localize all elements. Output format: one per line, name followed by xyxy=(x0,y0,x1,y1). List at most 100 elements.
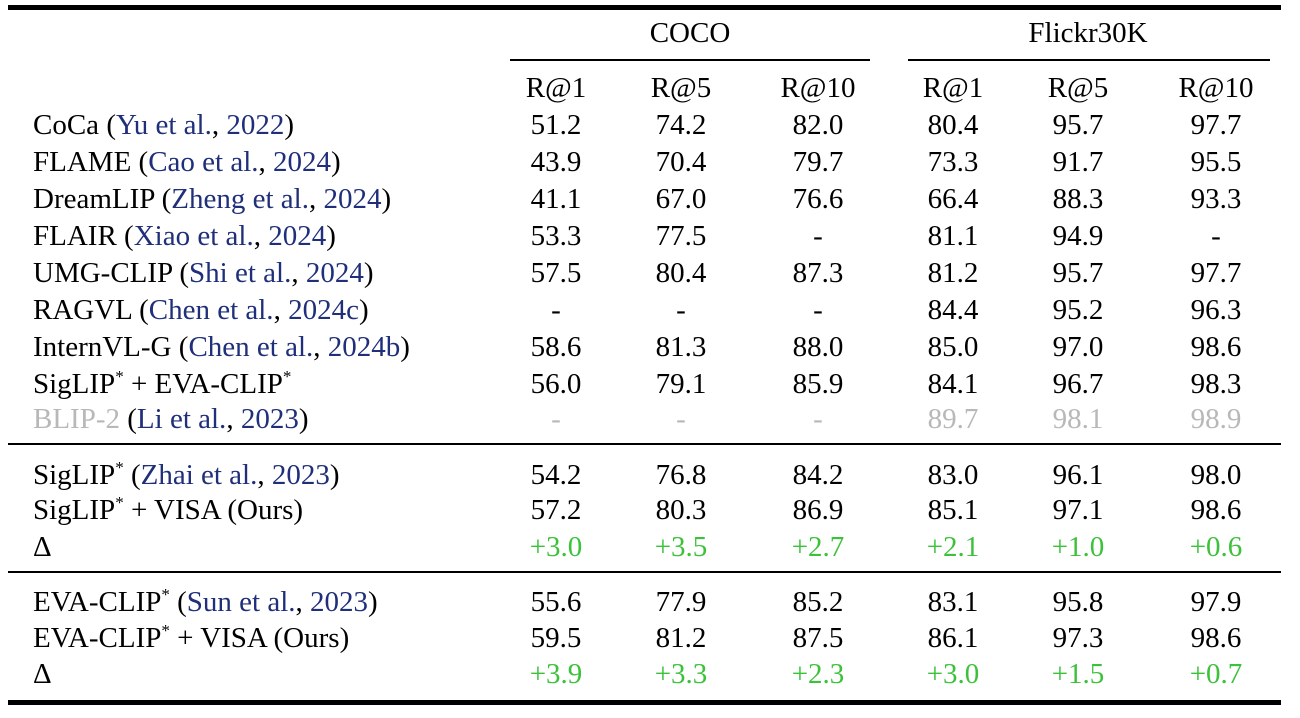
score-cell: 86.9 xyxy=(792,494,844,526)
citation-link[interactable]: Zheng et al. xyxy=(171,183,309,215)
method-label: SigLIP* + EVA-CLIP* xyxy=(33,366,291,406)
method-name: SigLIP xyxy=(33,459,116,491)
method-name: CoCa xyxy=(33,109,100,141)
score-cell: 53.3 xyxy=(530,220,582,252)
citation-link[interactable]: Yu et al. xyxy=(115,109,212,141)
metric-header: R@1 xyxy=(525,72,587,104)
score-cell: 97.9 xyxy=(1190,586,1242,618)
method-suffix: + EVA-CLIP xyxy=(123,368,283,400)
score-cell: 80.4 xyxy=(655,257,707,289)
score-cell: 85.0 xyxy=(927,331,979,363)
score-cell: 73.3 xyxy=(927,146,979,178)
citation-year-link[interactable]: 2023 xyxy=(240,403,299,435)
group-header-flickr30k: Flickr30K xyxy=(1028,17,1148,49)
score-cell: - xyxy=(551,294,561,326)
citation-year-link[interactable]: 2022 xyxy=(226,109,285,141)
citation-year-link[interactable]: 2024c xyxy=(288,294,359,326)
score-cell: 96.1 xyxy=(1052,459,1104,491)
method-superscript: * xyxy=(115,458,124,477)
section-rule-2 xyxy=(8,571,1281,573)
method-name: RAGVL xyxy=(33,294,132,326)
citation-year-link[interactable]: 2024 xyxy=(305,257,364,289)
bottom-rule xyxy=(8,700,1281,705)
score-cell: 98.6 xyxy=(1190,494,1242,526)
score-cell: 86.1 xyxy=(927,622,979,654)
citation-year-link[interactable]: 2024 xyxy=(268,220,327,252)
citation-year-link[interactable]: 2023 xyxy=(271,459,330,491)
score-cell: 98.6 xyxy=(1190,622,1242,654)
method-superscript: * xyxy=(282,367,292,386)
score-cell: 97.7 xyxy=(1190,109,1242,141)
score-cell: 97.0 xyxy=(1052,331,1104,363)
score-cell: 80.3 xyxy=(655,494,707,526)
score-cell: - xyxy=(676,294,686,326)
citation-link[interactable]: Cao et al. xyxy=(148,146,259,178)
score-cell: 55.6 xyxy=(530,586,582,618)
delta-cell: +2.7 xyxy=(791,531,845,563)
score-cell: 87.5 xyxy=(792,622,844,654)
score-cell: 81.2 xyxy=(927,257,979,289)
score-cell: 95.5 xyxy=(1190,146,1242,178)
score-cell: 74.2 xyxy=(655,109,707,141)
method-label: DreamLIP (Zheng et al., 2024) xyxy=(33,183,392,215)
delta-cell: +3.5 xyxy=(654,531,708,563)
delta-cell: +3.3 xyxy=(654,658,708,690)
citation-link[interactable]: Xiao et al. xyxy=(133,220,254,252)
metric-header: R@5 xyxy=(1047,72,1109,104)
method-superscript: * xyxy=(115,493,124,512)
method-superscript: * xyxy=(115,367,124,386)
score-cell: 76.8 xyxy=(655,459,707,491)
method-label: Δ xyxy=(33,656,52,692)
citation-year-link[interactable]: 2024 xyxy=(273,146,332,178)
method-label: Δ xyxy=(33,529,52,565)
method-suffix: + VISA (Ours) xyxy=(123,494,304,526)
score-cell: 83.1 xyxy=(927,586,979,618)
score-cell: 76.6 xyxy=(792,183,844,215)
citation-link[interactable]: Shi et al. xyxy=(189,257,292,289)
score-cell: 80.4 xyxy=(927,109,979,141)
method-label: SigLIP* + VISA (Ours) xyxy=(33,492,303,532)
score-cell: 98.3 xyxy=(1190,368,1242,400)
citation-year-link[interactable]: 2023 xyxy=(310,586,369,618)
method-name: FLAME xyxy=(33,146,132,178)
citation-link[interactable]: Zhai et al. xyxy=(140,459,258,491)
citation-link[interactable]: Li et al. xyxy=(136,403,227,435)
score-cell: - xyxy=(1211,220,1221,252)
method-label: CoCa (Yu et al., 2022) xyxy=(33,109,294,141)
score-cell: 57.5 xyxy=(530,257,582,289)
delta-cell: +1.5 xyxy=(1051,658,1105,690)
score-cell: 98.0 xyxy=(1190,459,1242,491)
citation-link[interactable]: Chen et al. xyxy=(148,294,274,326)
score-cell: 67.0 xyxy=(655,183,707,215)
score-cell: 66.4 xyxy=(927,183,979,215)
score-cell: 89.7 xyxy=(927,403,979,435)
citation-link[interactable]: Chen et al. xyxy=(188,331,314,363)
section-rule-1 xyxy=(8,443,1281,445)
method-name: EVA-CLIP xyxy=(33,586,162,618)
score-cell: 85.9 xyxy=(792,368,844,400)
citation-year-link[interactable]: 2024 xyxy=(323,183,382,215)
delta-cell: +0.7 xyxy=(1189,658,1243,690)
metric-header: R@1 xyxy=(922,72,984,104)
delta-cell: +2.3 xyxy=(791,658,845,690)
score-cell: 41.1 xyxy=(530,183,582,215)
score-cell: 81.2 xyxy=(655,622,707,654)
delta-cell: +3.0 xyxy=(529,531,583,563)
method-label: EVA-CLIP* (Sun et al., 2023) xyxy=(33,585,378,618)
score-cell: 59.5 xyxy=(530,622,582,654)
method-label: FLAIR (Xiao et al., 2024) xyxy=(33,220,336,252)
score-cell: 83.0 xyxy=(927,459,979,491)
score-cell: 79.1 xyxy=(655,368,707,400)
score-cell: 97.3 xyxy=(1052,622,1104,654)
citation-year-link[interactable]: 2024b xyxy=(327,331,401,363)
score-cell: 77.5 xyxy=(655,220,707,252)
score-cell: 58.6 xyxy=(530,331,582,363)
score-cell: 77.9 xyxy=(655,586,707,618)
score-cell: 88.3 xyxy=(1052,183,1104,215)
score-cell: 97.7 xyxy=(1190,257,1242,289)
score-cell: 57.2 xyxy=(530,494,582,526)
score-cell: 87.3 xyxy=(792,257,844,289)
metric-header: R@10 xyxy=(1178,72,1254,104)
score-cell: 54.2 xyxy=(530,459,582,491)
citation-link[interactable]: Sun et al. xyxy=(186,586,296,618)
